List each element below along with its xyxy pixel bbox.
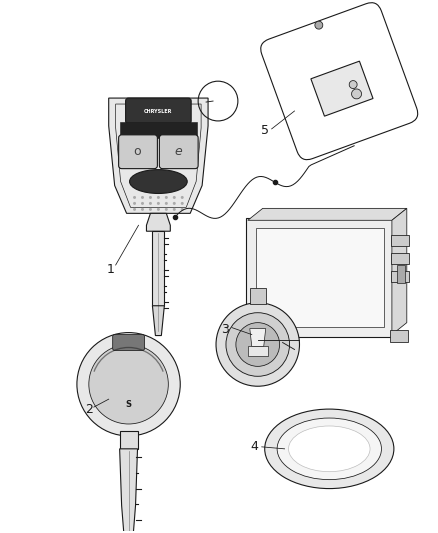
Polygon shape: [109, 98, 208, 213]
Circle shape: [77, 333, 180, 436]
Circle shape: [173, 208, 176, 211]
Circle shape: [165, 196, 168, 199]
Circle shape: [236, 322, 279, 366]
FancyBboxPatch shape: [113, 335, 145, 351]
Circle shape: [141, 202, 144, 205]
FancyBboxPatch shape: [246, 219, 394, 336]
Circle shape: [181, 202, 184, 205]
Circle shape: [133, 196, 136, 199]
Text: 5: 5: [261, 124, 268, 138]
FancyBboxPatch shape: [159, 135, 198, 168]
Circle shape: [141, 196, 144, 199]
FancyBboxPatch shape: [390, 329, 408, 342]
Circle shape: [165, 208, 168, 211]
Ellipse shape: [277, 418, 381, 480]
Circle shape: [157, 208, 160, 211]
Polygon shape: [248, 208, 407, 220]
Circle shape: [89, 344, 168, 424]
Circle shape: [349, 80, 357, 88]
FancyBboxPatch shape: [119, 135, 157, 168]
Text: o: o: [134, 145, 141, 158]
Circle shape: [181, 196, 184, 199]
FancyBboxPatch shape: [126, 98, 191, 124]
Circle shape: [352, 89, 361, 99]
Ellipse shape: [265, 409, 394, 489]
Polygon shape: [152, 306, 164, 336]
FancyBboxPatch shape: [250, 288, 266, 304]
FancyBboxPatch shape: [391, 235, 409, 246]
Text: 1: 1: [107, 263, 115, 277]
Text: CHRYSLER: CHRYSLER: [144, 109, 173, 115]
Circle shape: [226, 313, 290, 376]
Circle shape: [157, 202, 160, 205]
Circle shape: [141, 208, 144, 211]
FancyBboxPatch shape: [256, 228, 384, 327]
FancyBboxPatch shape: [391, 271, 409, 282]
Polygon shape: [250, 329, 266, 346]
Ellipse shape: [130, 169, 187, 193]
Circle shape: [173, 202, 176, 205]
Circle shape: [173, 196, 176, 199]
FancyBboxPatch shape: [311, 61, 373, 116]
Circle shape: [165, 202, 168, 205]
FancyBboxPatch shape: [152, 231, 164, 306]
Text: e: e: [174, 145, 182, 158]
Ellipse shape: [289, 426, 370, 472]
FancyBboxPatch shape: [120, 122, 197, 138]
Text: 4: 4: [251, 440, 259, 454]
Circle shape: [315, 21, 323, 29]
Circle shape: [133, 202, 136, 205]
Circle shape: [157, 196, 160, 199]
Circle shape: [216, 303, 300, 386]
Circle shape: [149, 196, 152, 199]
Text: 3: 3: [221, 323, 229, 336]
Circle shape: [149, 208, 152, 211]
Circle shape: [149, 202, 152, 205]
FancyBboxPatch shape: [391, 253, 409, 264]
Text: S: S: [126, 400, 131, 409]
Polygon shape: [120, 449, 138, 533]
FancyBboxPatch shape: [248, 346, 268, 357]
Polygon shape: [392, 208, 407, 335]
Circle shape: [181, 208, 184, 211]
FancyBboxPatch shape: [120, 431, 138, 449]
FancyBboxPatch shape: [397, 265, 405, 283]
Polygon shape: [146, 213, 170, 231]
Text: 2: 2: [85, 402, 93, 416]
Circle shape: [133, 208, 136, 211]
